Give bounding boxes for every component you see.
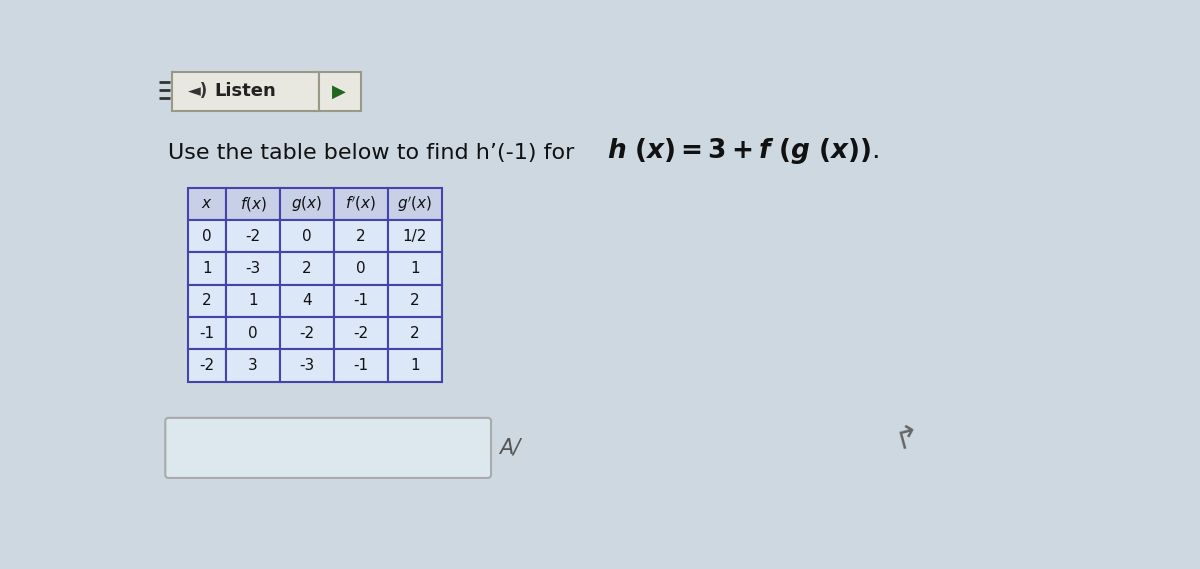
FancyBboxPatch shape [166,418,491,478]
Text: 1: 1 [410,261,420,276]
Text: 2: 2 [410,325,420,341]
Bar [280,349,334,382]
Bar [187,252,226,284]
Text: 1: 1 [248,294,258,308]
Bar [280,317,334,349]
Bar [280,220,334,252]
Text: $f'(x)$: $f'(x)$ [346,195,377,213]
Bar [280,252,334,284]
FancyBboxPatch shape [318,72,361,110]
Bar [334,220,388,252]
Bar [187,317,226,349]
Text: 2: 2 [356,229,366,244]
Text: 1: 1 [202,261,211,276]
Text: ↱: ↱ [892,420,924,455]
Text: Use the table below to find h’(-1) for: Use the table below to find h’(-1) for [168,143,582,163]
Text: ▶: ▶ [332,83,347,100]
Text: 0: 0 [356,261,366,276]
Text: 1: 1 [410,358,420,373]
Bar [388,220,442,252]
Text: $g'(x)$: $g'(x)$ [397,194,432,213]
Text: 3: 3 [248,358,258,373]
Bar [388,252,442,284]
Text: Listen: Listen [215,83,276,100]
Bar [187,220,226,252]
Text: $\boldsymbol{h}\ \boldsymbol{(x) = 3 + f\ (g\ (x)).}$: $\boldsymbol{h}\ \boldsymbol{(x) = 3 + f… [607,135,880,166]
Text: -2: -2 [353,325,368,341]
Bar [334,188,388,220]
Text: 2: 2 [302,261,312,276]
Bar [226,252,280,284]
Bar [226,220,280,252]
Text: $f(x)$: $f(x)$ [240,195,266,213]
Text: -2: -2 [199,358,215,373]
Text: $x$: $x$ [202,196,212,211]
Text: A/: A/ [499,438,521,458]
Text: 1/2: 1/2 [403,229,427,244]
Bar [226,317,280,349]
Bar [280,188,334,220]
Bar [334,284,388,317]
Bar [187,349,226,382]
Text: -1: -1 [353,358,368,373]
Text: 0: 0 [302,229,312,244]
Bar [280,284,334,317]
Bar [334,317,388,349]
Bar [388,284,442,317]
Bar [187,188,226,220]
Text: 2: 2 [202,294,211,308]
Text: 0: 0 [202,229,211,244]
Bar [226,349,280,382]
Bar [388,317,442,349]
Text: -1: -1 [353,294,368,308]
Text: -2: -2 [246,229,260,244]
Text: ◄): ◄) [187,83,208,100]
Text: -1: -1 [199,325,215,341]
Text: 4: 4 [302,294,312,308]
Bar [226,284,280,317]
Text: 0: 0 [248,325,258,341]
Text: -3: -3 [246,261,260,276]
Bar [226,188,280,220]
Text: 2: 2 [410,294,420,308]
Bar [388,188,442,220]
Text: $g(x)$: $g(x)$ [292,194,323,213]
Bar [334,252,388,284]
FancyBboxPatch shape [173,72,318,110]
Bar [334,349,388,382]
Text: -3: -3 [299,358,314,373]
Bar [187,284,226,317]
Text: -2: -2 [300,325,314,341]
Bar [388,349,442,382]
